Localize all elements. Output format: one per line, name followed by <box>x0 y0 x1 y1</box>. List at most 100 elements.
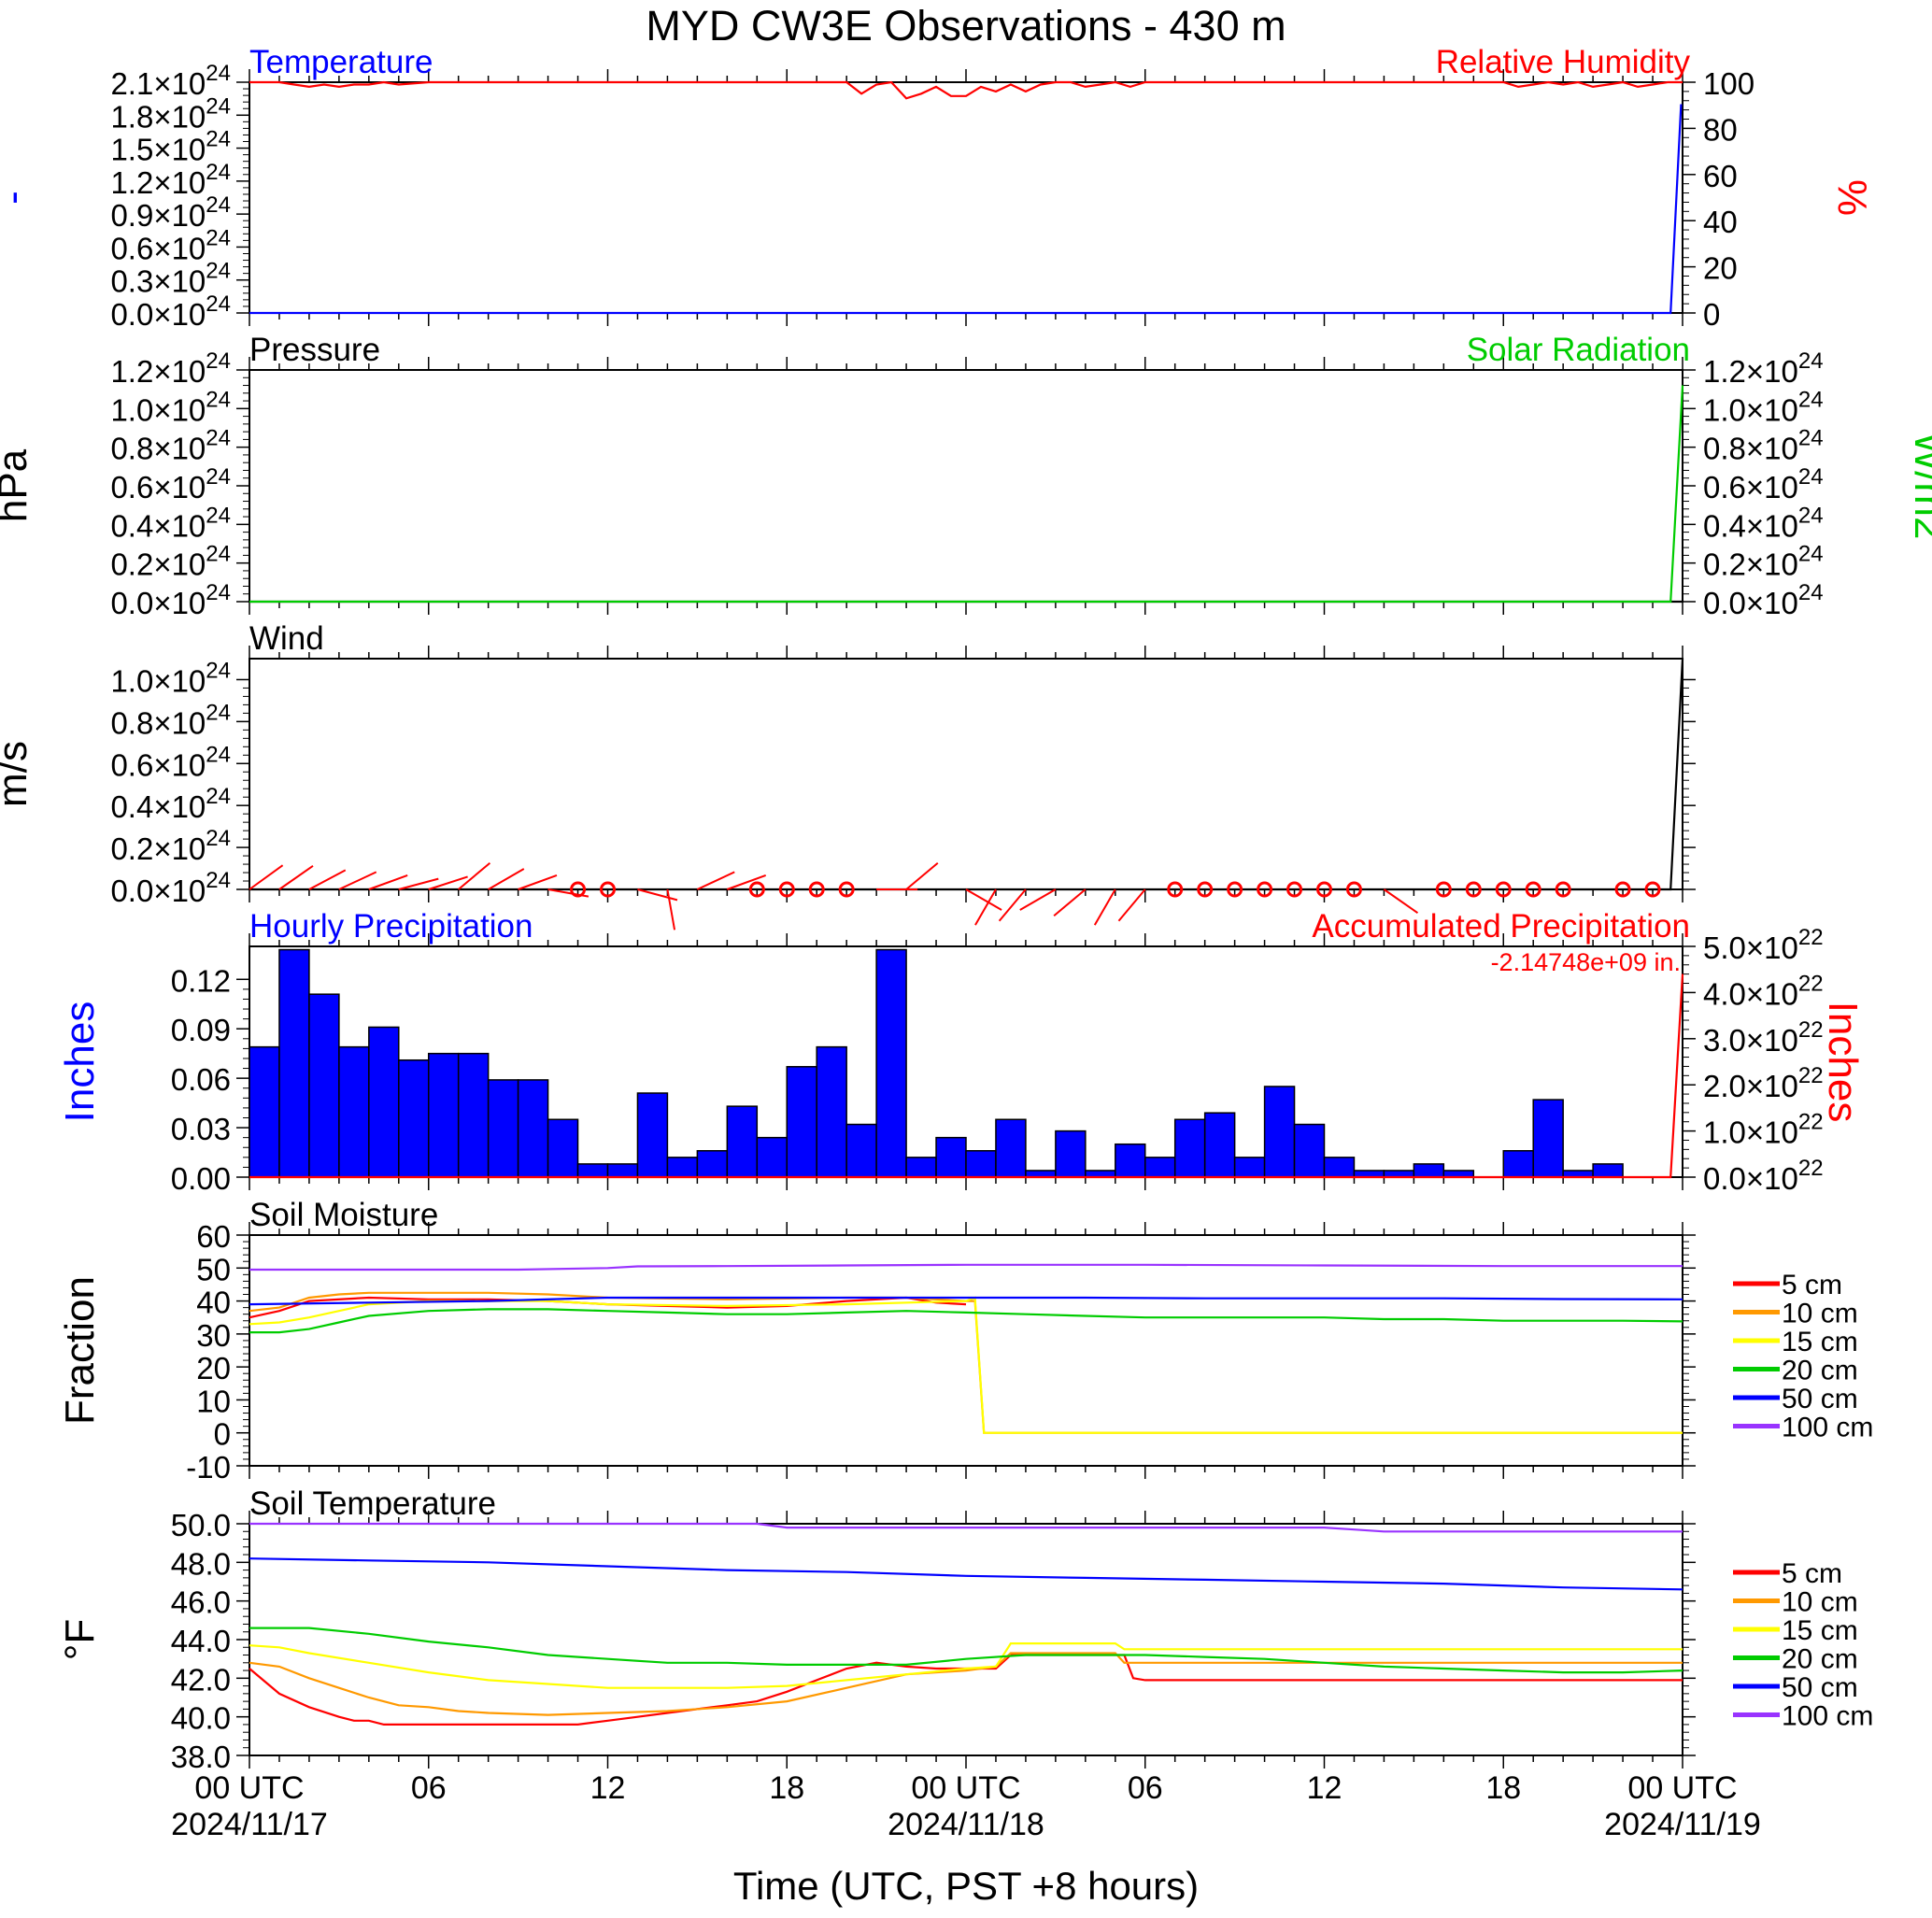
calm-wind-circle <box>1345 881 1362 898</box>
y-tick-label: 0.09 <box>171 1013 231 1047</box>
calm-wind-circle <box>1227 881 1243 898</box>
y-tick-label: 1.0×1024 <box>110 658 231 698</box>
precip-bar <box>696 1150 729 1178</box>
series-line-15cm <box>249 1296 1683 1434</box>
precip-bar <box>1115 1143 1146 1178</box>
y2-tick-label: 0.4×1024 <box>1703 503 1824 543</box>
y-tick-label: 0.9×1024 <box>110 192 231 233</box>
series-line-50cm <box>249 1296 1683 1306</box>
y2-tick-label: 3.0×1022 <box>1703 1017 1824 1058</box>
x-tick-date: 2024/11/17 <box>171 1807 328 1842</box>
calm-wind-circle <box>1286 881 1303 898</box>
panel-precip: 0.00 0.03 0.06 0.09 0.12 0.0×1022 1.0×1022 2.0×… <box>57 908 1866 1196</box>
y2-tick-label: 0.2×1024 <box>1703 542 1824 582</box>
precip-bar <box>726 1105 759 1178</box>
calm-wind-circle <box>838 881 855 898</box>
calm-wind-circle <box>1495 881 1512 898</box>
precip-bar <box>636 1092 669 1178</box>
wind-barb <box>488 868 525 890</box>
y-tick-label: 0.03 <box>171 1112 231 1146</box>
y-tick-label: 50.0 <box>171 1508 231 1542</box>
y-tick-label: 48.0 <box>171 1546 231 1581</box>
y2-tick-label: 5.0×1022 <box>1703 925 1824 965</box>
y-tick-label: 0.4×1024 <box>110 503 231 543</box>
series-line-50cm <box>249 1557 1683 1591</box>
panel-title-right: Relative Humidity <box>1436 44 1691 80</box>
precip-bar <box>457 1052 490 1178</box>
wind-barb <box>1093 888 1116 926</box>
panels: 0.0×10240.3×10240.6×10240.9×10241.2×1024… <box>0 44 1932 1842</box>
series-line-100cm <box>249 1522 1683 1533</box>
calm-wind-circle <box>570 881 587 898</box>
y-tick-label: 0.0×1024 <box>110 580 231 620</box>
y-tick-label: 44.0 <box>171 1624 231 1658</box>
y-tick-label: 1.8×1024 <box>110 93 231 134</box>
precip-bar <box>249 1045 280 1178</box>
calm-wind-circle <box>1316 881 1332 898</box>
precip-bar <box>1592 1163 1624 1178</box>
wind-barb <box>518 874 558 890</box>
legend-label: 20 cm <box>1782 1356 1858 1386</box>
y-tick-label: 20 <box>196 1351 231 1385</box>
precip-bar <box>547 1118 579 1178</box>
y2-tick-label: 0.8×1024 <box>1703 426 1824 466</box>
calm-wind-circle <box>778 881 795 898</box>
panel-title-left: Wind <box>249 620 324 657</box>
panel-title-left: Temperature <box>249 44 433 80</box>
plot-frame <box>249 658 1683 890</box>
precip-bar <box>308 993 340 1178</box>
y-tick-label: 46.0 <box>171 1585 231 1620</box>
y-tick-label: 38.0 <box>171 1740 231 1774</box>
x-tick-label: 12 <box>590 1770 626 1806</box>
precip-bar <box>428 1052 460 1178</box>
y-tick-label: 2.1×1024 <box>110 61 231 101</box>
wind-barb <box>1053 888 1087 917</box>
y-tick-label: 0.6×1024 <box>110 225 231 265</box>
y-tick-label: 40 <box>196 1286 231 1320</box>
panel-wind: 0.0×10240.2×10240.4×10240.6×10240.8×1024… <box>0 620 1696 931</box>
y-tick-label: 30 <box>196 1318 231 1353</box>
wind-barb <box>1019 888 1057 911</box>
precip-bar <box>1532 1099 1564 1178</box>
wind-barb <box>726 874 767 890</box>
series-line <box>249 104 1683 315</box>
y2-tick-label: 0.6×1024 <box>1703 464 1824 504</box>
legend-label: 15 cm <box>1782 1327 1858 1357</box>
y-axis-label: Inches <box>57 1002 103 1123</box>
precip-bar <box>1293 1123 1326 1178</box>
wind-barb <box>249 864 284 890</box>
y-axis-label: °F <box>57 1619 103 1660</box>
y-tick-label: 0.06 <box>171 1062 231 1097</box>
y-tick-label: 0.12 <box>171 963 231 998</box>
y-tick-label: 0.00 <box>171 1161 231 1196</box>
series-line <box>249 385 1684 604</box>
calm-wind-circle <box>600 881 616 898</box>
series-line <box>249 973 1684 1179</box>
series-line-100cm <box>249 1263 1683 1272</box>
y-tick-label: 0.8×1024 <box>110 700 231 740</box>
y-tick-label: 42.0 <box>171 1662 231 1697</box>
calm-wind-circle <box>808 881 825 898</box>
y2-tick-label: 100 <box>1703 66 1754 101</box>
x-tick-label: 12 <box>1307 1770 1342 1806</box>
series-line-5cm <box>249 1654 1683 1726</box>
legend-label: 50 cm <box>1782 1672 1858 1703</box>
y-tick-label: 0.2×1024 <box>110 826 231 866</box>
panel-title-right: Accumulated Precipitation <box>1312 908 1690 945</box>
y2-tick-label: 1.0×1024 <box>1703 387 1824 427</box>
wind-barb <box>637 888 678 902</box>
precip-bar <box>606 1163 639 1178</box>
precip-bar <box>1263 1086 1296 1178</box>
wind-barb <box>338 871 377 890</box>
series-line-15cm <box>249 1641 1683 1689</box>
legend-label: 5 cm <box>1782 1270 1842 1300</box>
y2-axis-label: % <box>1829 179 1875 216</box>
y-tick-label: 0.6×1024 <box>110 464 231 504</box>
legend-label: 10 cm <box>1782 1299 1858 1329</box>
legend-label: 20 cm <box>1782 1644 1858 1675</box>
precip-bar <box>1055 1129 1087 1178</box>
wind-barb <box>696 871 735 890</box>
y2-tick-label: 0.0×1022 <box>1703 1156 1824 1196</box>
precip-bar <box>517 1079 549 1178</box>
